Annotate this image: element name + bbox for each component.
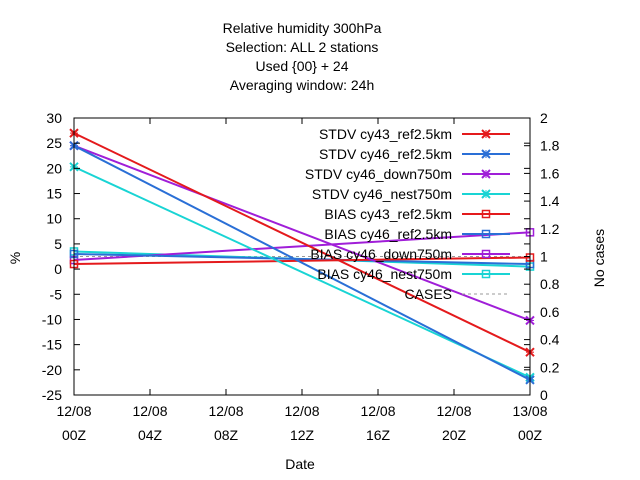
series-line <box>73 144 531 381</box>
legend-entry-label: BIAS cy46_ref2.5km <box>324 226 452 242</box>
y2-tick-label: 1.8 <box>540 138 560 154</box>
legend-entry-label: STDV cy46_ref2.5km <box>319 146 452 162</box>
x-tick-label-date: 12/08 <box>56 403 91 419</box>
legend-entry-label: STDV cy46_down750m <box>305 166 452 182</box>
legend-entry-marker <box>481 249 491 259</box>
chart-title-line: Used {00} + 24 <box>255 58 348 74</box>
series-1 <box>69 128 535 357</box>
chart-title-line: Relative humidity 300hPa <box>223 20 382 36</box>
x-tick-label-time: 12Z <box>290 427 315 443</box>
legend-entry-marker <box>481 209 491 219</box>
y-tick-label: 30 <box>46 110 62 126</box>
legend-entry-marker <box>481 149 491 159</box>
x-tick-label-time: 00Z <box>518 427 543 443</box>
y2-tick-label: 2 <box>540 110 548 126</box>
y-tick-label: 20 <box>46 160 62 176</box>
y-tick-label: -20 <box>42 362 62 378</box>
legend-entry-marker <box>481 189 491 199</box>
x-tick-label-date: 13/08 <box>512 403 547 419</box>
y2-tick-label: 0.6 <box>540 304 560 320</box>
y-tick-label: -5 <box>50 286 63 302</box>
legend-entry-marker <box>481 129 491 139</box>
chart-title-line: Averaging window: 24h <box>230 77 375 93</box>
y-tick-label: 0 <box>54 261 62 277</box>
series-line <box>73 252 531 266</box>
x-axis: 12/08 00Z 12/08 04Z 12/08 08Z 12/08 12Z 12/08 16Z… <box>56 118 548 443</box>
x-tick-label-time: 16Z <box>366 427 391 443</box>
y2-tick-label: 1.2 <box>540 221 560 237</box>
chart-title-line: Selection: ALL 2 stations <box>226 39 379 55</box>
y-tick-label: -25 <box>42 387 62 403</box>
legend-entry-label: BIAS cy46_nest750m <box>317 266 452 282</box>
x-tick-label-time: 20Z <box>442 427 467 443</box>
legend-entry-label: CASES <box>405 286 452 302</box>
y2-tick-label: 1 <box>540 249 548 265</box>
legend-entry-label: BIAS cy46_down750m <box>310 246 452 262</box>
y-tick-label: 25 <box>46 135 62 151</box>
legend-entry-marker <box>481 229 491 239</box>
x-tick-label-date: 12/08 <box>436 403 471 419</box>
x-axis-label: Date <box>285 456 315 472</box>
legend-entry-marker <box>481 169 491 179</box>
x-tick-label-time: 08Z <box>214 427 239 443</box>
y2-tick-label: 0 <box>540 387 548 403</box>
y2-axis-label: No cases <box>591 229 607 287</box>
legend-entry-label: STDV cy43_ref2.5km <box>319 126 452 142</box>
legend-entry-label: BIAS cy43_ref2.5km <box>324 206 452 222</box>
y-tick-label: -10 <box>42 311 62 327</box>
y2-tick-label: 0.4 <box>540 332 560 348</box>
y-tick-label: -15 <box>42 337 62 353</box>
series-lines <box>69 128 535 385</box>
y-tick-label: 10 <box>46 211 62 227</box>
y-axis: -25 -20 -15 -10 -5 0 5 10 15 20 25 30 <box>42 110 530 403</box>
x-tick-label-date: 12/08 <box>132 403 167 419</box>
y-tick-label: 15 <box>46 186 62 202</box>
x-tick-label-time: 00Z <box>62 427 87 443</box>
series-line <box>73 165 531 379</box>
y-tick-label: 5 <box>54 236 62 252</box>
y2-axis: 0 0.2 0.4 0.6 0.8 1 1.2 1.4 1.6 1.8 2 <box>524 110 560 403</box>
legend: STDV cy43_ref2.5km STDV cy46_ref2.5km STDV… <box>305 126 510 302</box>
x-tick-label-time: 04Z <box>138 427 163 443</box>
y2-tick-label: 1.6 <box>540 165 560 181</box>
series-line <box>73 132 531 354</box>
y2-tick-label: 1.4 <box>540 193 560 209</box>
chart-title: Relative humidity 300hPa Selection: ALL 2… <box>223 20 382 93</box>
legend-entry-label: STDV cy46_nest750m <box>312 186 452 202</box>
series-line <box>73 256 531 266</box>
y-axis-label: % <box>7 252 23 264</box>
x-tick-label-date: 12/08 <box>284 403 319 419</box>
series-line <box>73 144 531 322</box>
legend-entry-marker <box>481 269 491 279</box>
x-tick-label-date: 12/08 <box>360 403 395 419</box>
x-tick-label-date: 12/08 <box>208 403 243 419</box>
y2-tick-label: 0.2 <box>540 359 560 375</box>
y2-tick-label: 0.8 <box>540 276 560 292</box>
series-4 <box>69 162 535 383</box>
